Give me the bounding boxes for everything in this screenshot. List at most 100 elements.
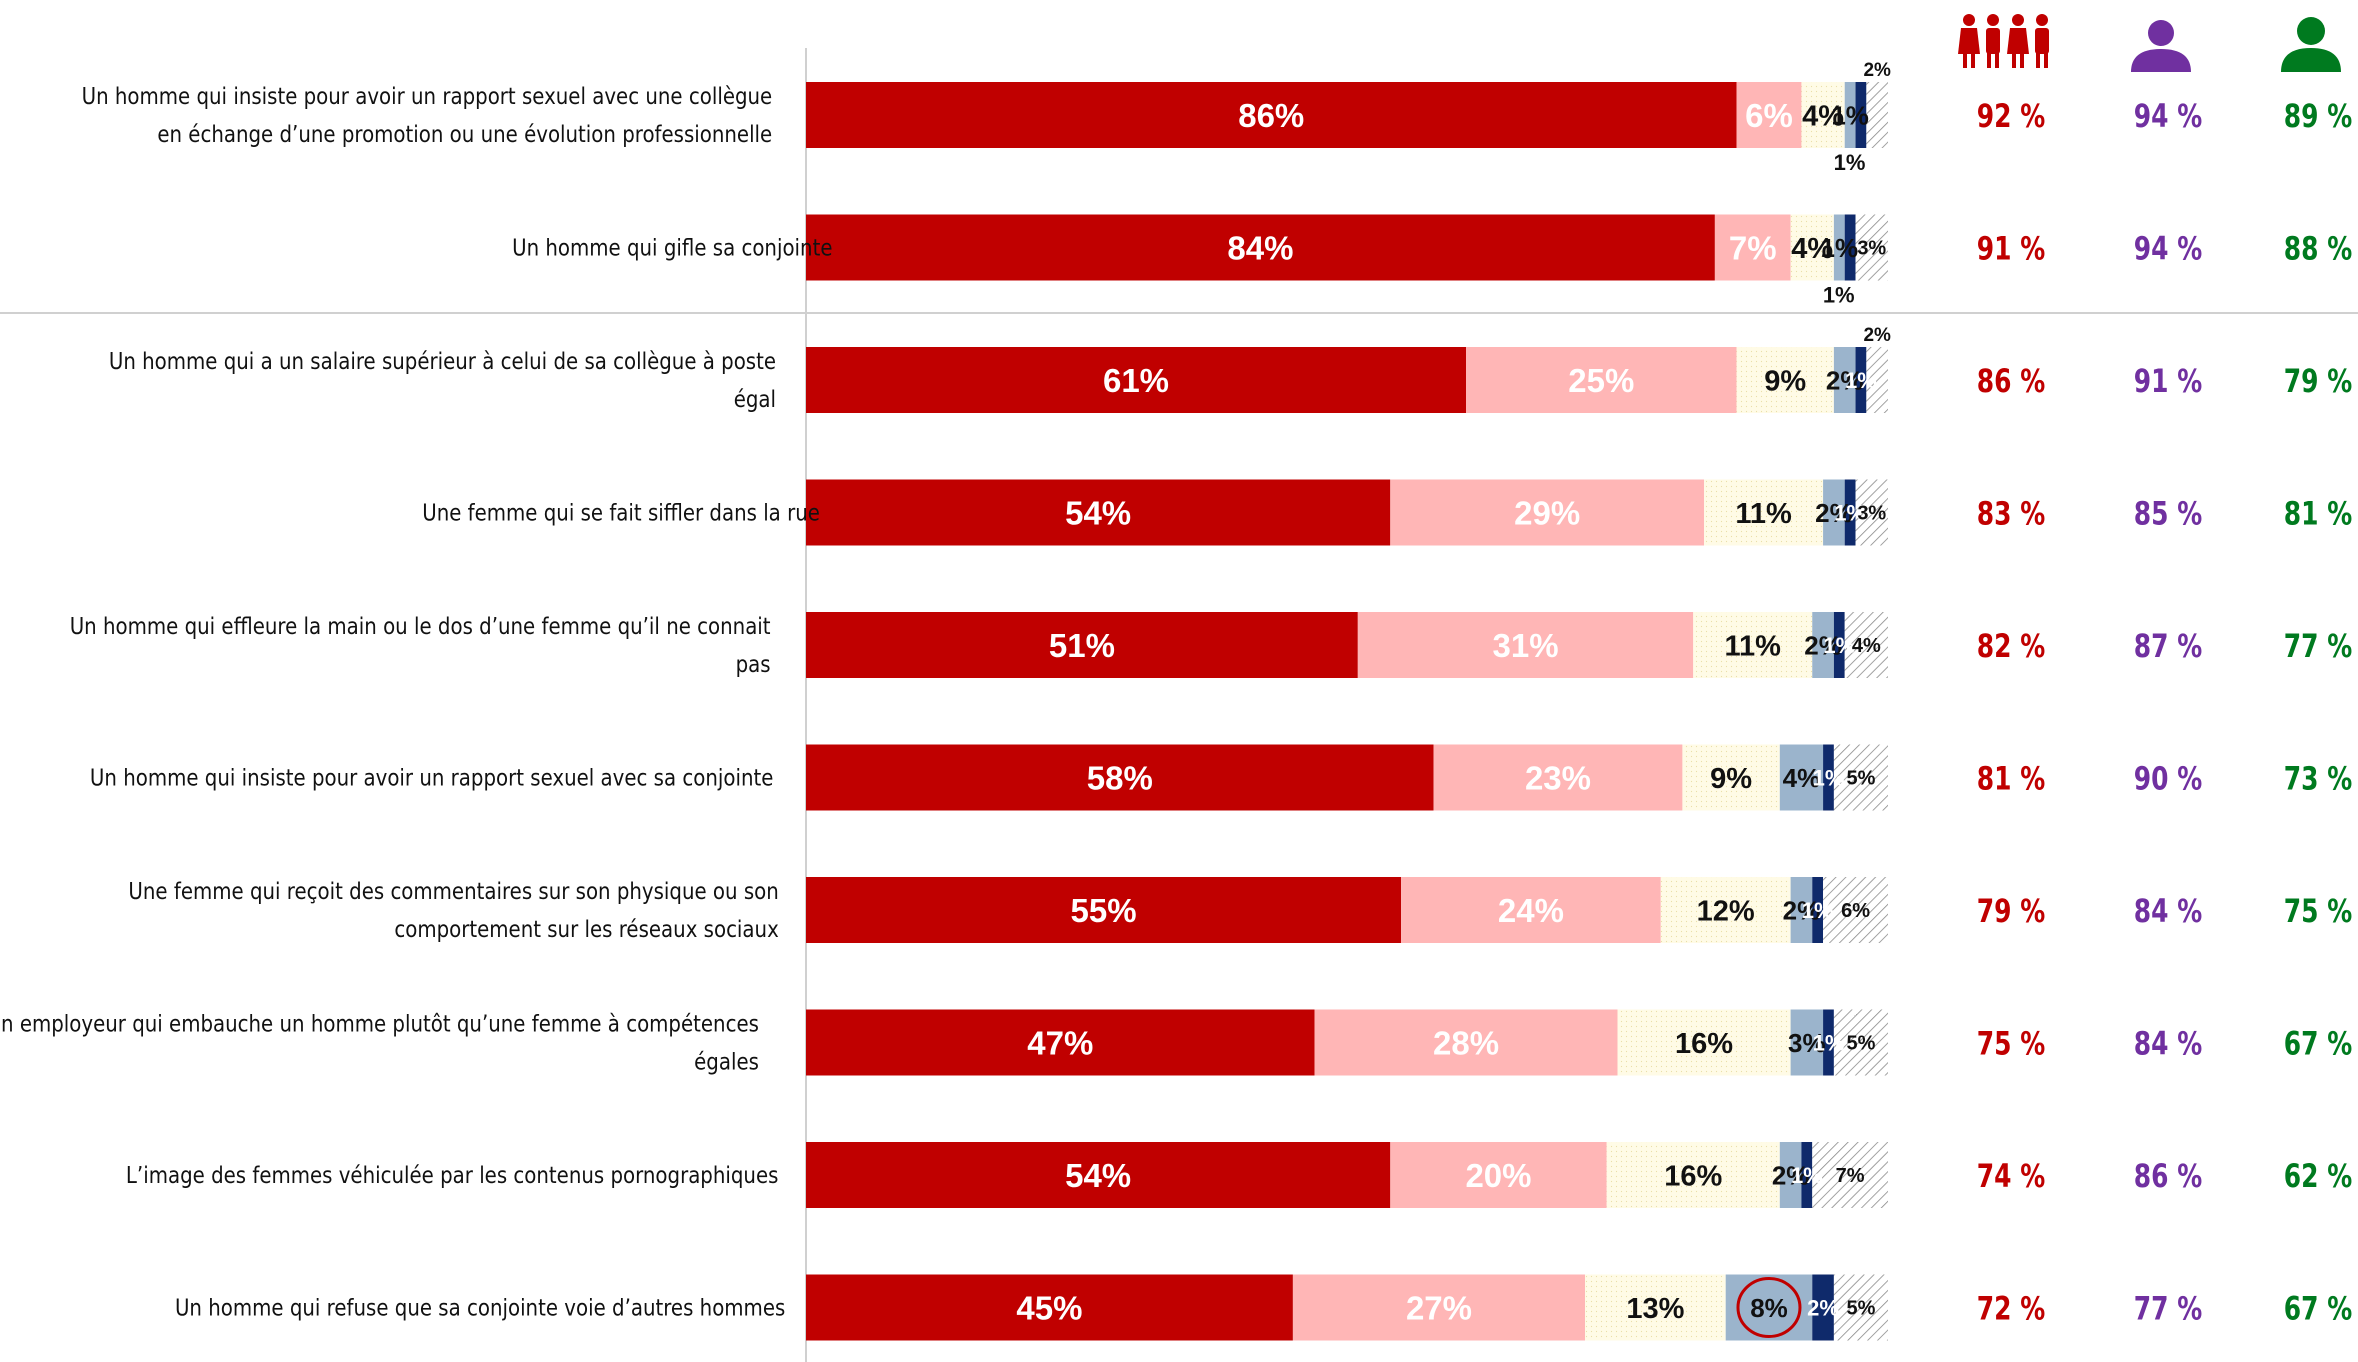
bar-segment-5: [1823, 744, 1834, 811]
bar-segment-6: [1833, 1009, 1888, 1076]
value-label: 2%: [1783, 895, 1821, 925]
total-all: 72 %: [1977, 1289, 2045, 1327]
bar-segment-2: [1390, 1142, 1607, 1208]
value-label: 61%: [1103, 362, 1169, 399]
bar-segment-5: [1823, 1009, 1834, 1076]
bar-segment-2: [1714, 214, 1791, 281]
value-label: 1%: [1791, 1163, 1823, 1188]
value-label: 4%: [1783, 763, 1821, 793]
value-label: 3%: [1857, 238, 1886, 260]
value-label: 6%: [1745, 97, 1793, 134]
value-label: 23%: [1525, 759, 1591, 796]
bar-segment-1: [806, 612, 1358, 678]
value-label: 2%: [1815, 498, 1853, 528]
bar-segment-1: [806, 744, 1434, 811]
value-label: 54%: [1065, 494, 1131, 531]
category-label: Un homme qui a un salaire supérieur à ce…: [109, 349, 776, 414]
woman-icon: [2131, 20, 2191, 72]
value-label: 4%: [1852, 635, 1881, 657]
value-label: 9%: [1710, 763, 1752, 795]
value-label: 2%: [1863, 325, 1891, 346]
people-group-icon: [1958, 14, 2049, 68]
value-label: 1%: [1813, 1030, 1845, 1055]
bar-segment-2: [1357, 612, 1694, 678]
value-label: 1%: [1831, 100, 1869, 130]
bar-segment-6: [1844, 612, 1888, 678]
total-all: 83 %: [1977, 494, 2045, 532]
value-label: 7%: [1836, 1165, 1865, 1187]
bar-segment-1: [806, 479, 1391, 546]
bar-segment-2: [1736, 82, 1802, 148]
total-men: 75 %: [2284, 892, 2352, 930]
value-label: 24%: [1498, 892, 1564, 929]
value-label: 51%: [1049, 627, 1115, 664]
bar-segment-3: [1682, 744, 1780, 811]
category-label: L’image des femmes véhiculée par les con…: [126, 1163, 779, 1190]
total-women: 87 %: [2134, 627, 2202, 665]
bar-segment-4: [1833, 214, 1845, 281]
value-label: 2%: [1772, 1160, 1810, 1190]
bar-segment-4: [1812, 612, 1834, 678]
total-women: 84 %: [2134, 892, 2202, 930]
value-label: 1%: [1821, 233, 1859, 263]
value-label: 13%: [1626, 1293, 1684, 1325]
value-label: 54%: [1065, 1157, 1131, 1194]
value-label: 86%: [1238, 97, 1304, 134]
value-label: 11%: [1735, 498, 1792, 530]
category-label: Un homme qui gifle sa conjointe: [512, 235, 832, 262]
bar-segment-5: [1844, 214, 1856, 281]
category-label: Un homme qui insiste pour avoir un rappo…: [82, 84, 773, 149]
total-women: 84 %: [2134, 1024, 2202, 1062]
bar-segment-1: [806, 877, 1402, 943]
value-label: 5%: [1846, 1298, 1875, 1320]
bar-segment-2: [1466, 347, 1737, 413]
bar-segment-3: [1693, 612, 1813, 678]
value-label: 25%: [1568, 362, 1634, 399]
bar-segment-5: [1855, 82, 1867, 148]
bar-segment-3: [1617, 1009, 1791, 1076]
total-all: 79 %: [1977, 892, 2045, 930]
value-label: 4%: [1791, 233, 1833, 265]
value-label: 16%: [1664, 1160, 1722, 1192]
total-men: 62 %: [2284, 1157, 2352, 1195]
bar-segment-5: [1844, 479, 1856, 546]
value-label: 9%: [1764, 365, 1806, 397]
value-label: 29%: [1514, 494, 1580, 531]
total-women: 77 %: [2134, 1289, 2202, 1327]
value-label: 12%: [1697, 895, 1755, 927]
bar-segment-6: [1812, 1142, 1888, 1208]
bar-segment-3: [1790, 214, 1834, 281]
bar-segment-4: [1823, 479, 1845, 546]
total-men: 73 %: [2284, 759, 2352, 797]
bar-segment-4: [1725, 1274, 1813, 1341]
bar-segment-3: [1736, 347, 1834, 413]
value-label: 11%: [1725, 630, 1782, 662]
total-all: 81 %: [1977, 759, 2045, 797]
value-label: 27%: [1406, 1289, 1472, 1326]
value-label: 2%: [1807, 1295, 1839, 1320]
highlight-circle: [1736, 1277, 1802, 1338]
value-label: 5%: [1846, 1033, 1875, 1055]
value-label: 55%: [1071, 892, 1137, 929]
value-label: 45%: [1016, 1289, 1082, 1326]
value-label: 5%: [1846, 768, 1875, 790]
total-women: 86 %: [2134, 1157, 2202, 1195]
bar-segment-4: [1833, 347, 1856, 413]
category-label: Une femme qui reçoit des commentaires su…: [128, 879, 778, 944]
bar-segment-3: [1801, 82, 1845, 148]
total-men: 81 %: [2284, 494, 2352, 532]
bar-segment-5: [1812, 877, 1824, 943]
category-label: Un homme qui refuse que sa conjointe voi…: [175, 1295, 785, 1322]
total-all: 82 %: [1977, 627, 2045, 665]
bar-segment-6: [1833, 744, 1888, 811]
total-all: 92 %: [1977, 97, 2045, 135]
bar-segment-3: [1606, 1142, 1780, 1208]
value-label: 2%: [1826, 365, 1864, 395]
total-all: 74 %: [1977, 1157, 2045, 1195]
bar-segment-1: [806, 1009, 1315, 1076]
value-label: 2%: [1804, 630, 1842, 660]
value-label: 8%: [1750, 1293, 1788, 1323]
total-men: 67 %: [2284, 1289, 2352, 1327]
bar-segment-6: [1833, 1274, 1888, 1341]
total-all: 91 %: [1977, 229, 2045, 267]
